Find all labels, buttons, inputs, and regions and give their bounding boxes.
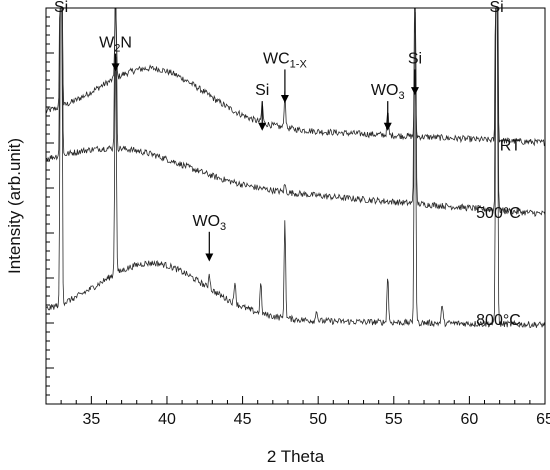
axes-group: 35 40 45 50 55 60 65 [45,7,550,428]
xrd-trace-2 [45,7,546,329]
arrowhead [383,122,392,131]
arrowhead [111,63,120,72]
x-tick-label: 40 [158,411,176,428]
x-tick-label: 50 [309,411,327,428]
xrd-trace-0 [45,7,546,147]
peak-annotation: Si [255,82,269,99]
peak-annotation: WO3 [192,213,226,233]
peak-annotation: Si [54,0,68,16]
y-axis-label: Intensity (arb.unit) [5,138,24,274]
x-tick-label: 65 [536,411,550,428]
x-tick-label: 60 [460,411,478,428]
arrowhead [280,95,289,104]
peak-annotation: Si [489,0,503,16]
peak-annotation: W2N [99,35,132,55]
peak-annotation: WC1-X [263,50,307,70]
peak-annotation: Si [408,50,422,67]
arrowhead [258,122,267,131]
x-tick-label: 35 [82,411,100,428]
arrowhead [205,253,214,262]
series-label: 800°C [476,312,521,329]
x-tick-label: 55 [385,411,403,428]
x-axis-label: 2 Theta [267,447,325,466]
x-tick-label: 45 [234,411,252,428]
peak-annotation: WO3 [371,82,405,102]
series-label: 500°C [476,205,521,222]
xrd-trace-1 [45,7,546,218]
arrowhead [410,87,419,96]
series-label: RT [500,138,521,155]
traces-group [45,7,546,329]
